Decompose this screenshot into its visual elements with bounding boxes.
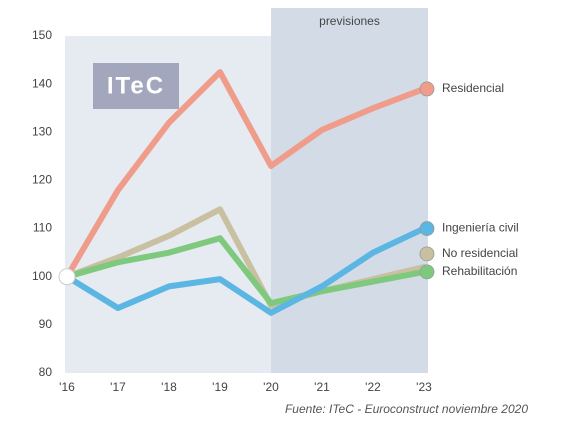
y-tick-label: 110	[33, 221, 52, 235]
y-tick-label: 130	[32, 124, 52, 138]
x-tick-label: '20	[263, 380, 279, 394]
legend-label: No residencial	[442, 246, 518, 260]
y-tick-label: 120	[32, 173, 52, 187]
y-tick-label: 100	[32, 269, 52, 283]
legend-label: Rehabilitación	[442, 264, 517, 278]
x-tick-label: '16	[59, 380, 75, 394]
x-tick-label: '18	[161, 380, 177, 394]
forecast-region	[271, 8, 428, 373]
legend-marker	[419, 81, 435, 97]
start-marker	[58, 268, 76, 286]
forecast-label: previsiones	[319, 14, 380, 28]
y-tick-label: 140	[32, 76, 52, 90]
legend-marker	[419, 264, 435, 280]
x-tick-label: '21	[314, 380, 330, 394]
series-line	[64, 225, 427, 316]
x-tick-label: '17	[110, 380, 126, 394]
legend-label: Ingeniería civil	[442, 221, 519, 235]
source: Fuente: ITeC - Euroconstruct noviembre 2…	[285, 402, 528, 416]
logo-text: ITeC	[107, 72, 165, 99]
series-line	[64, 235, 427, 307]
y-tick-label: 80	[39, 365, 53, 379]
y-tick-label: 90	[39, 317, 53, 331]
y-tick-label: 150	[32, 28, 52, 42]
legend-label: Residencial	[442, 81, 504, 95]
logo-box	[93, 63, 179, 109]
x-tick-label: '22	[365, 380, 381, 394]
legend-marker	[419, 221, 435, 236]
legend-marker	[419, 246, 435, 262]
x-tick-label: '19	[212, 380, 228, 394]
series-line	[64, 69, 427, 280]
x-tick-label: '23	[416, 380, 432, 394]
